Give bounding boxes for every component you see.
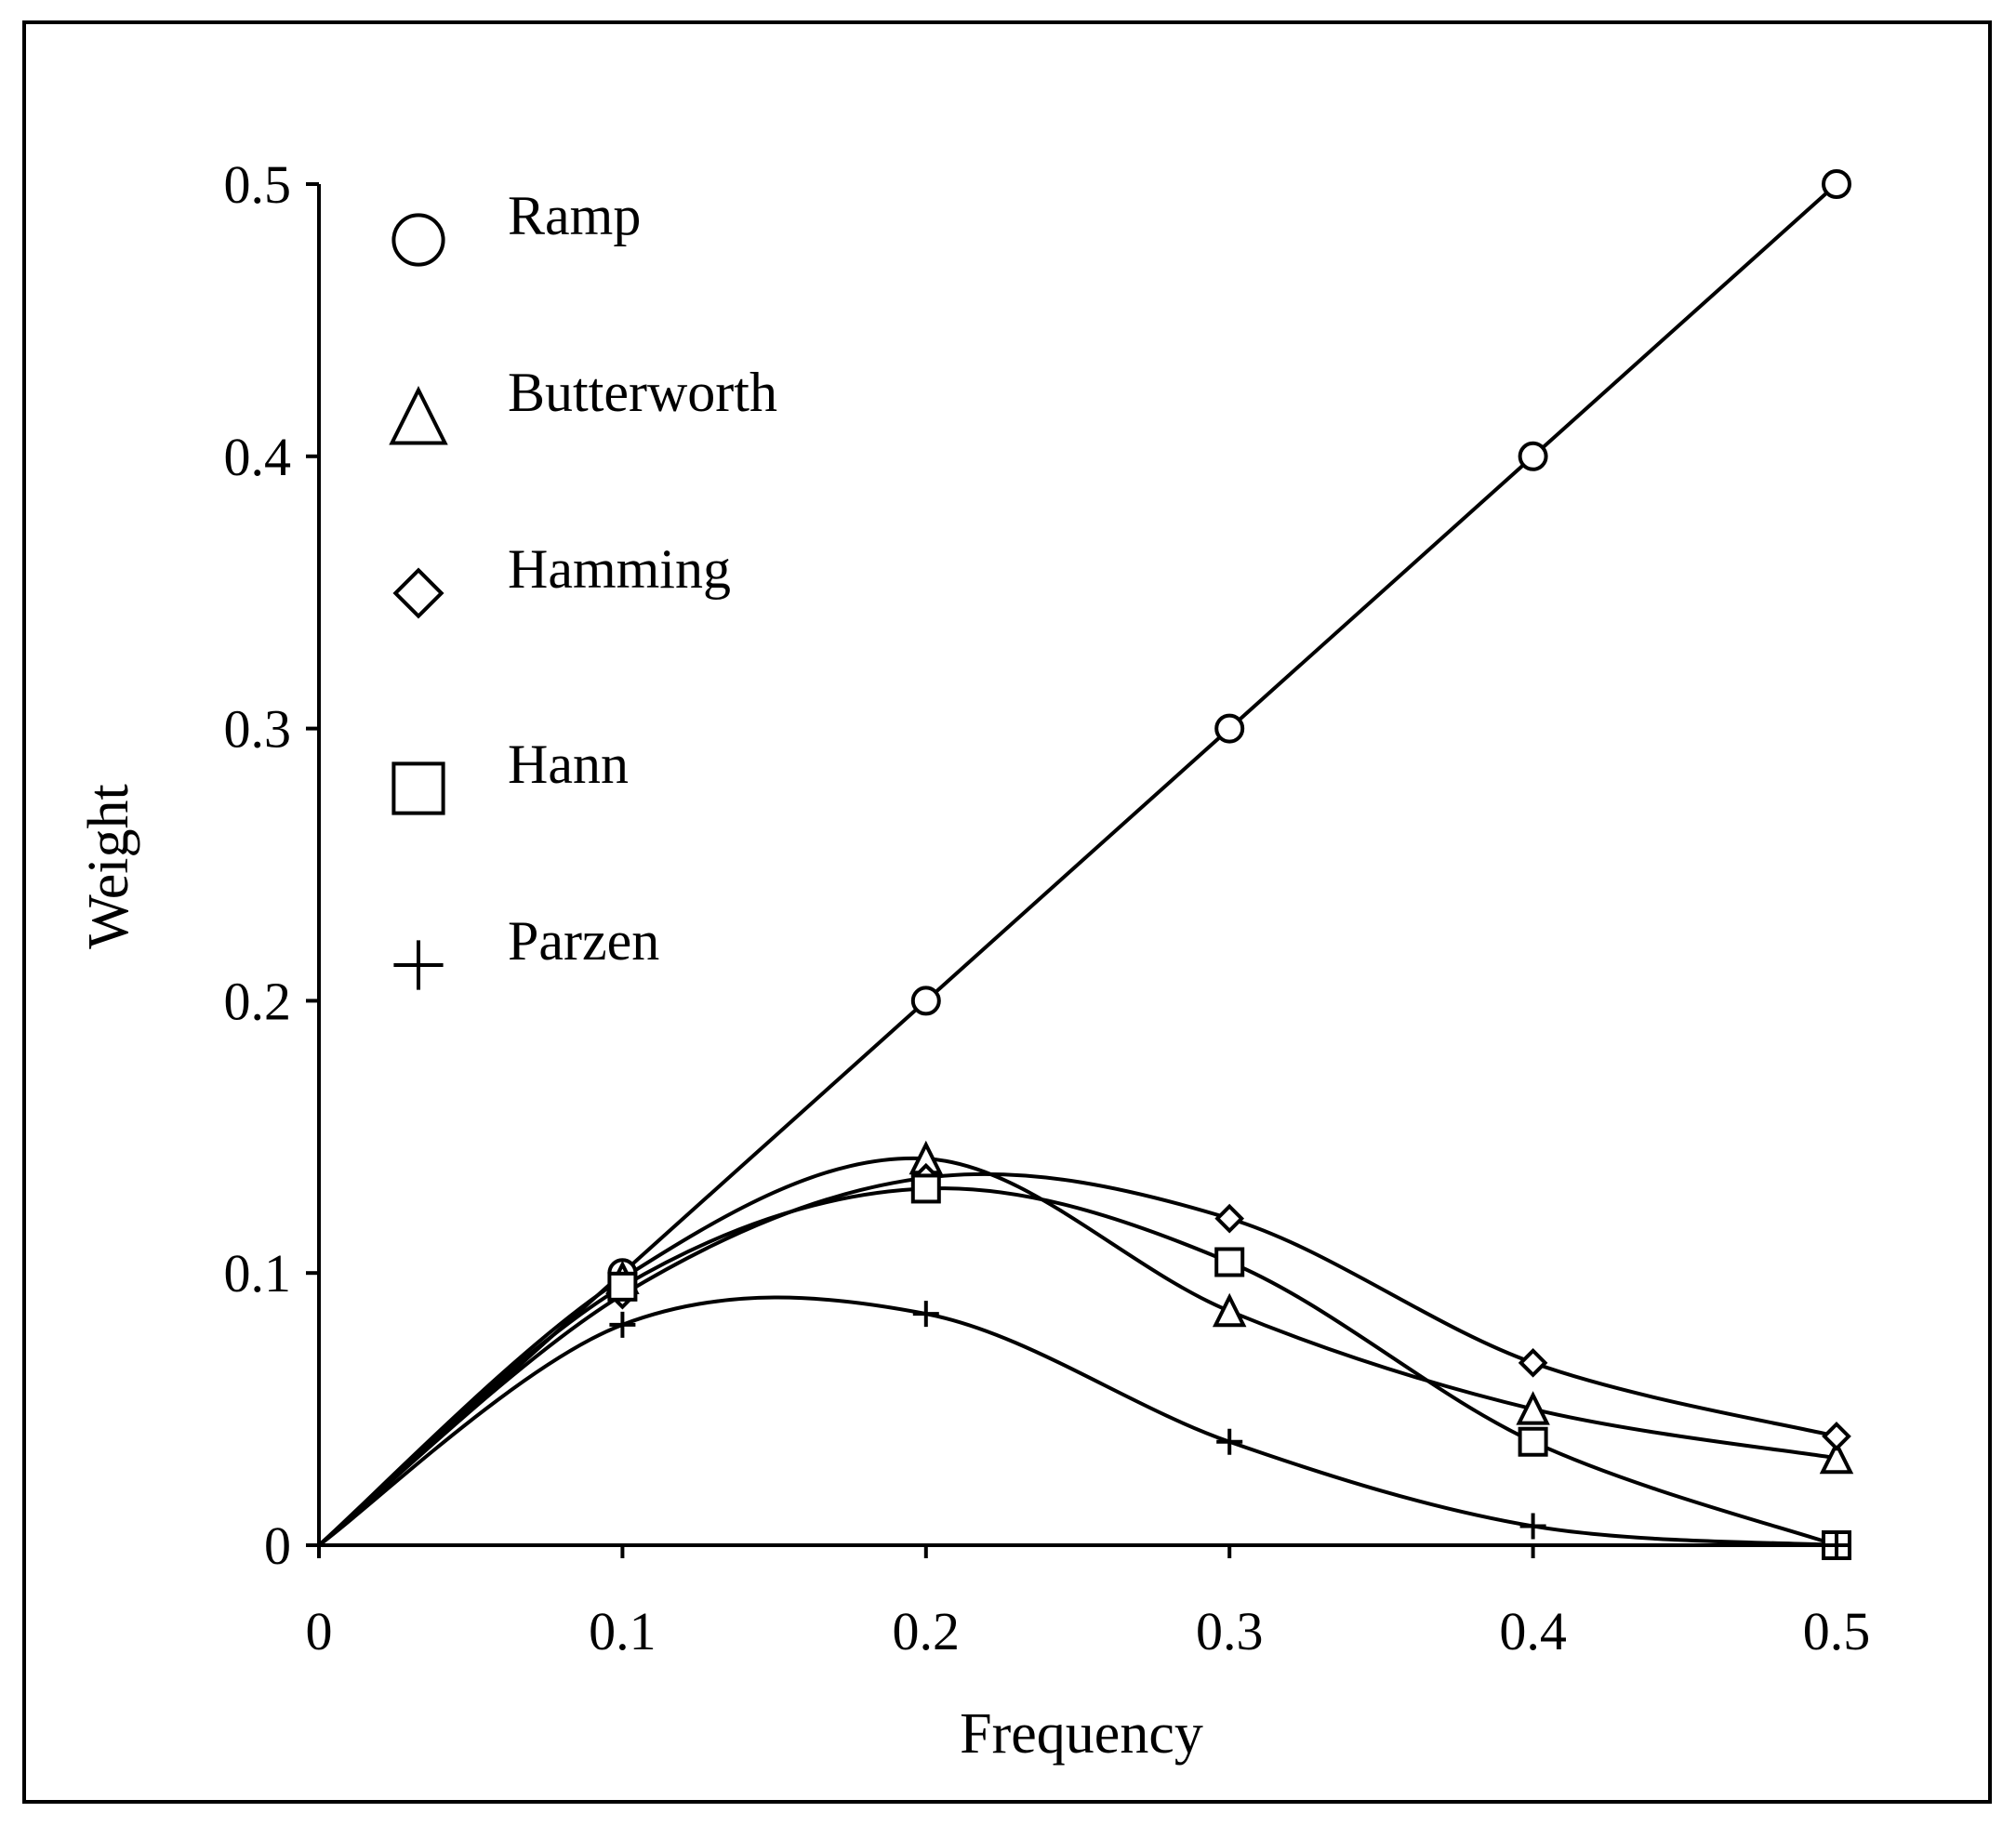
legend-label-butterworth: Butterworth: [508, 362, 777, 423]
ramp-legend-icon: [391, 213, 445, 267]
butterworth-line: [317, 1156, 1837, 1547]
parzen-point: [912, 1301, 939, 1328]
parzen-point: [1824, 1532, 1850, 1558]
butterworth-point: [1819, 1439, 1854, 1475]
hann-point: [1214, 1247, 1245, 1277]
series-markers: [605, 169, 1854, 1560]
hamming-point: [1518, 1347, 1548, 1378]
legend-label-hamming: Hamming: [508, 538, 731, 600]
x-axis-title: Frequency: [960, 1702, 1203, 1766]
hamming-point: [1822, 1422, 1851, 1451]
ramp-point: [1214, 713, 1245, 744]
legend-item-ramp: Ramp: [391, 185, 641, 267]
legend-label-hann: Hann: [508, 734, 629, 795]
hann-point: [607, 1271, 638, 1302]
axes: 0 0.1 0.2 0.3 0.4 0.5 0 0.1 0.2 0.3 0.4 0.5: [224, 154, 1871, 1661]
y-tick-label: 0.2: [224, 971, 292, 1031]
x-tick-label: 0: [306, 1601, 333, 1661]
butterworth-point: [1212, 1292, 1247, 1328]
y-tick-label: 0.5: [224, 154, 292, 215]
legend-item-butterworth: Butterworth: [389, 362, 777, 445]
parzen-legend-icon: [393, 940, 444, 990]
chart-frame: [22, 20, 1992, 1804]
x-tick-label: 0.1: [589, 1601, 657, 1661]
parzen-point: [1519, 1513, 1546, 1540]
x-tick-label: 0.2: [893, 1601, 961, 1661]
y-tick-label: 0.1: [224, 1243, 292, 1303]
legend-label-ramp: Ramp: [508, 185, 641, 246]
series-lines: [317, 182, 1838, 1547]
legend-item-parzen: Parzen: [393, 910, 659, 990]
x-tick-label: 0.3: [1196, 1601, 1264, 1661]
butterworth-point: [1516, 1391, 1550, 1425]
legend-item-hamming: Hamming: [392, 538, 731, 619]
hann-line: [317, 1186, 1837, 1547]
legend-label-parzen: Parzen: [508, 910, 659, 972]
y-tick-label: 0: [264, 1515, 291, 1576]
legend-item-hann: Hann: [391, 734, 629, 815]
y-tick-label: 0.3: [224, 699, 292, 760]
parzen-point: [1216, 1428, 1243, 1455]
hann-point: [910, 1173, 941, 1204]
butterworth-legend-icon: [389, 386, 448, 445]
ramp-line: [317, 182, 1838, 1547]
hann-point: [1518, 1426, 1548, 1457]
legend: Ramp Butterworth Hamming Hann Parzen: [389, 185, 777, 990]
hamming-point: [1214, 1203, 1245, 1234]
x-tick-label: 0.5: [1803, 1601, 1871, 1661]
ramp-point: [1518, 441, 1548, 471]
parzen-line: [317, 1295, 1837, 1547]
ramp-point: [1822, 169, 1851, 199]
y-tick-label: 0.4: [224, 427, 292, 487]
hamming-line: [317, 1171, 1837, 1547]
parzen-point: [609, 1311, 636, 1338]
x-tick-label: 0.4: [1499, 1601, 1567, 1661]
hamming-legend-icon: [392, 567, 444, 619]
ramp-point: [910, 986, 941, 1016]
hann-legend-icon: [391, 761, 445, 815]
y-axis-title: Weight: [77, 784, 140, 949]
